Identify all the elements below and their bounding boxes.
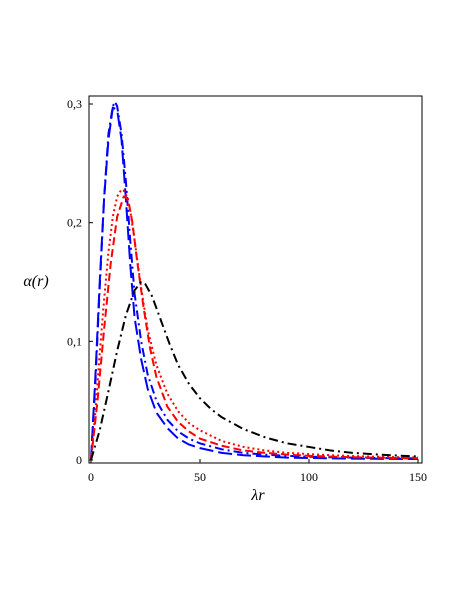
series-line-4	[90, 188, 419, 461]
y-tick-label: 0,1	[67, 334, 82, 348]
series-line-2	[90, 100, 419, 461]
plot-frame	[88, 95, 423, 464]
x-tick-label: 0	[88, 470, 94, 484]
tick-layer: 0 50 100 150 0 0,1 0,2 0,3	[67, 97, 427, 484]
y-axis-label: α(r)	[23, 273, 48, 290]
x-tick-label: 50	[194, 470, 206, 484]
y-tick-label: 0	[76, 453, 82, 467]
y-tick-label: 0,3	[67, 97, 82, 111]
series-layer	[90, 100, 419, 461]
y-tick-label: 0,2	[67, 216, 82, 230]
series-line-5	[90, 281, 419, 461]
x-axis-label: λr	[250, 487, 265, 504]
x-tick-label: 150	[409, 470, 427, 484]
series-line-1	[90, 106, 419, 461]
series-line-3	[90, 195, 419, 461]
x-tick-label: 100	[300, 470, 318, 484]
